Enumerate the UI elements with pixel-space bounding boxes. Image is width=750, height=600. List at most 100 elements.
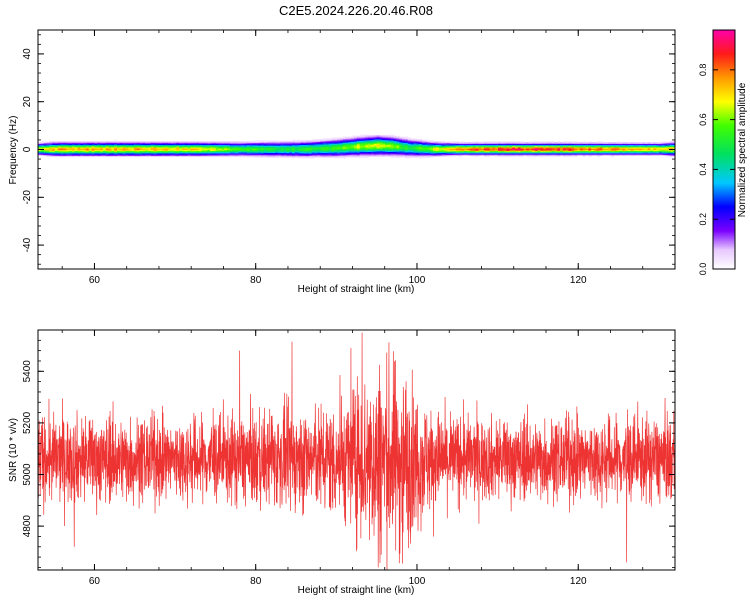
heatmap-cell	[627, 153, 632, 155]
heatmap-cell	[545, 151, 550, 154]
heatmap-cell	[74, 147, 79, 149]
heatmap-cell	[136, 151, 141, 154]
heatmap-cell	[181, 147, 186, 149]
heatmap-cell	[568, 150, 572, 153]
heatmap-cell	[181, 154, 186, 156]
heatmap-cell	[77, 142, 81, 144]
heatmap-cell	[215, 142, 220, 144]
heatmap-cell	[235, 153, 239, 155]
heatmap-cell	[466, 154, 471, 156]
spectrogram-heatmap	[38, 134, 675, 159]
heatmap-cell	[565, 153, 570, 155]
heatmap-cell	[447, 153, 451, 156]
heatmap-cell	[351, 143, 355, 146]
heatmap-cell	[334, 149, 338, 152]
heatmap-cell	[294, 146, 299, 149]
heatmap-cell	[71, 149, 76, 152]
heatmap-cell	[647, 142, 651, 144]
heatmap-cell	[337, 144, 341, 147]
heatmap-cell	[114, 143, 118, 146]
heatmap-cell	[328, 156, 333, 158]
heatmap-cell	[543, 149, 547, 152]
heatmap-cell	[630, 143, 635, 146]
heatmap-cell	[557, 145, 561, 148]
heatmap-cell	[210, 155, 214, 158]
heatmap-cell	[283, 143, 287, 145]
heatmap-cell	[111, 153, 115, 155]
heatmap-cell	[88, 153, 93, 155]
heatmap-cell	[229, 150, 234, 153]
heatmap-cell	[142, 147, 146, 149]
heatmap-cell	[424, 143, 429, 145]
heatmap-cell	[165, 151, 169, 154]
heatmap-cell	[272, 155, 276, 157]
heatmap-cell	[441, 153, 445, 156]
heatmap-cell	[368, 144, 372, 147]
heatmap-cell	[608, 154, 612, 156]
heatmap-cell	[396, 144, 400, 146]
heatmap-cell	[385, 146, 389, 149]
heatmap-cell	[91, 148, 96, 150]
heatmap-cell	[289, 155, 293, 157]
heatmap-cell	[269, 142, 273, 145]
heatmap-cell	[489, 154, 493, 156]
heatmap-cell	[260, 140, 265, 143]
heatmap-cell	[421, 154, 426, 156]
heatmap-cell	[656, 144, 660, 147]
heatmap-cell	[362, 152, 366, 155]
heatmap-cell	[246, 152, 251, 154]
heatmap-cell	[622, 154, 626, 156]
heatmap-cell	[100, 145, 104, 148]
heatmap-cell	[142, 148, 146, 150]
heatmap-cell	[512, 142, 516, 144]
heatmap-cell	[571, 147, 575, 149]
heatmap-cell	[585, 147, 589, 149]
heatmap-cell	[540, 142, 544, 144]
heatmap-cell	[653, 151, 657, 154]
heatmap-cell	[452, 142, 457, 145]
heatmap-cell	[159, 141, 163, 143]
heatmap-cell	[512, 149, 516, 152]
heatmap-cell	[128, 144, 132, 147]
heatmap-cell	[328, 140, 333, 143]
heatmap-cell	[548, 149, 553, 152]
heatmap-cell	[345, 137, 350, 140]
heatmap-cell	[354, 142, 358, 145]
heatmap-cell	[625, 144, 629, 147]
heatmap-cell	[49, 141, 53, 144]
heatmap-cell	[49, 143, 53, 145]
heatmap-cell	[653, 148, 657, 150]
heatmap-cell	[204, 150, 208, 153]
heatmap-cell	[368, 151, 372, 154]
heatmap-cell	[83, 149, 87, 152]
heatmap-cell	[382, 154, 386, 156]
heatmap-cell	[275, 146, 279, 149]
heatmap-cell	[277, 151, 282, 154]
heatmap-cell	[286, 154, 290, 156]
heatmap-cell	[356, 142, 361, 145]
heatmap-cell	[672, 144, 675, 147]
heatmap-cell	[148, 148, 152, 150]
heatmap-cell	[466, 143, 471, 146]
heatmap-cell	[215, 150, 220, 153]
heatmap-cell	[523, 145, 527, 148]
colorbar-tick-label: 0.2	[698, 213, 708, 226]
heatmap-cell	[441, 151, 445, 154]
heatmap-cell	[255, 152, 259, 154]
x-tick-label: 60	[89, 576, 101, 587]
heatmap-cell	[418, 146, 423, 148]
heatmap-cell	[435, 142, 440, 144]
heatmap-cell	[433, 153, 437, 155]
heatmap-cell	[554, 147, 558, 149]
heatmap-cell	[255, 148, 259, 151]
heatmap-cell	[334, 153, 338, 155]
heatmap-cell	[111, 141, 115, 143]
heatmap-cell	[348, 140, 352, 142]
heatmap-cell	[481, 144, 485, 147]
colorbar-gradient	[713, 30, 735, 269]
heatmap-cell	[393, 137, 398, 139]
heatmap-cell	[77, 148, 81, 150]
heatmap-cell	[658, 143, 663, 146]
heatmap-cell	[593, 144, 598, 147]
heatmap-cell	[297, 151, 302, 154]
